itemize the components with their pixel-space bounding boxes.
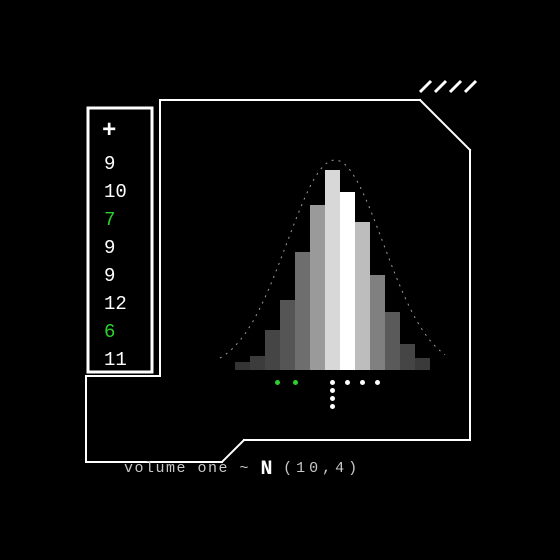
bar-12 — [415, 358, 430, 370]
dot-7 — [360, 380, 365, 385]
histogram-panel — [215, 150, 450, 370]
dot-6 — [345, 380, 350, 385]
bar-5 — [310, 205, 325, 370]
stage: + 91079912611 volume one ~ N (10,4) — [0, 0, 560, 560]
dot-5 — [330, 404, 335, 409]
bar-4 — [295, 252, 310, 370]
dot-3 — [330, 388, 335, 393]
caption-prefix: volume one ~ — [124, 460, 250, 477]
histogram-bars — [215, 150, 450, 370]
number-5: 12 — [98, 290, 158, 318]
bar-2 — [265, 330, 280, 370]
dot-row — [275, 380, 455, 420]
number-0: 9 — [98, 150, 158, 178]
bar-11 — [400, 344, 415, 370]
number-1: 10 — [98, 178, 158, 206]
bar-3 — [280, 300, 295, 370]
dot-2 — [330, 380, 335, 385]
plus-icon: + — [98, 120, 158, 144]
bar-1 — [250, 356, 265, 370]
number-column: + 91079912611 — [98, 120, 158, 374]
bar-10 — [385, 312, 400, 370]
dot-1 — [293, 380, 298, 385]
dot-4 — [330, 396, 335, 401]
caption: volume one ~ N (10,4) — [124, 458, 361, 481]
bar-7 — [340, 192, 355, 370]
bar-9 — [370, 275, 385, 370]
dot-8 — [375, 380, 380, 385]
number-7: 11 — [98, 346, 158, 374]
caption-args: (10,4) — [283, 460, 361, 477]
caption-N: N — [261, 458, 273, 481]
number-4: 9 — [98, 262, 158, 290]
number-6: 6 — [98, 318, 158, 346]
number-2: 7 — [98, 206, 158, 234]
dot-0 — [275, 380, 280, 385]
bar-0 — [235, 362, 250, 370]
number-3: 9 — [98, 234, 158, 262]
bar-8 — [355, 222, 370, 370]
bar-6 — [325, 170, 340, 370]
